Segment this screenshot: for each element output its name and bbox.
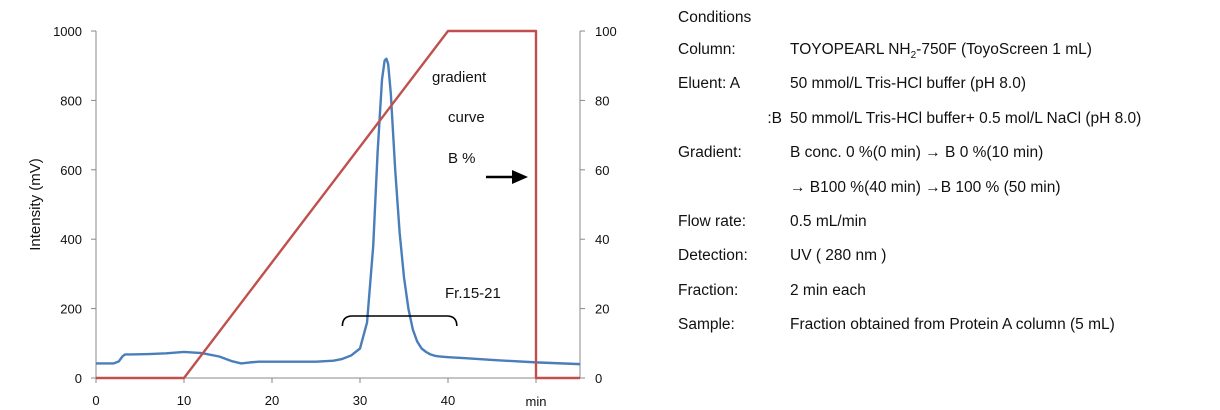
sample-value: Fraction obtained from Protein A column … — [790, 316, 1115, 334]
eluent-b-row: :B 50 mmol/L Tris-HCl buffer+ 0.5 mol/L … — [678, 109, 1218, 143]
x-tick-label: 20 — [265, 393, 279, 408]
x-tick-label: 40 — [441, 393, 455, 408]
y-tick-label: 1000 — [53, 24, 82, 39]
gradient-value-2: → B100 %(40 min) →B 100 % (50 min) — [790, 178, 1061, 196]
y-tick-label: 400 — [60, 232, 82, 247]
detection-value: UV ( 280 nm ) — [790, 247, 887, 265]
column-value-main: TOYOPEARL NH — [790, 41, 911, 58]
fraction-label: Fr.15-21 — [445, 285, 501, 302]
gradient-value-1: B conc. 0 %(0 min) → B 0 %(10 min) — [790, 144, 1044, 162]
sample-row: Sample: Fraction obtained from Protein A… — [678, 315, 1218, 349]
column-label: Column: — [678, 41, 736, 58]
series-layer — [96, 29, 581, 380]
x-tick-label: 30 — [353, 393, 367, 408]
conditions-panel: Conditions Column: TOYOPEARL NH2-750F (T… — [678, 8, 1218, 350]
gradient-label: Gradient: — [678, 144, 742, 162]
column-value: TOYOPEARL NH2-750F (ToyoScreen 1 mL) — [790, 40, 1092, 74]
x-tick-label: 0 — [92, 393, 99, 408]
gradient-spacer — [678, 178, 790, 212]
flow-value: 0.5 mL/min — [790, 212, 867, 230]
sample-label: Sample: — [678, 316, 735, 334]
column-value-rest: -750F (ToyoScreen 1 mL) — [916, 41, 1092, 58]
column-value-subscript: 2 — [910, 50, 917, 62]
arrow-head-icon — [512, 170, 528, 184]
gradient-row: Gradient: B conc. 0 %(0 min) → B 0 %(10 … — [678, 143, 1218, 177]
fraction-row: Fraction: 2 min each — [678, 281, 1218, 315]
gradient-label-line3: B % — [448, 150, 476, 167]
flow-row: Flow rate: 0.5 mL/min — [678, 212, 1218, 246]
y-tick-label: 600 — [60, 163, 82, 178]
gradient-curve-line — [96, 29, 580, 380]
eluent-a-row: Eluent: A 50 mmol/L Tris-HCl buffer (pH … — [678, 74, 1218, 108]
y2-tick-label: 0 — [595, 371, 602, 386]
x-unit-label: min — [526, 394, 547, 409]
eluent-a-value: 50 mmol/L Tris-HCl buffer (pH 8.0) — [790, 75, 1027, 93]
detection-label: Detection: — [678, 247, 748, 265]
fraction-label: Fraction: — [678, 281, 739, 299]
column-row: Column: TOYOPEARL NH2-750F (ToyoScreen 1… — [678, 40, 1218, 74]
gradient-row-2: → B100 %(40 min) →B 100 % (50 min) — [678, 178, 1218, 212]
eluent-b-label: :B — [767, 109, 782, 127]
y2-tick-label: 100 — [595, 24, 617, 39]
y2-tick-label: 80 — [595, 93, 609, 108]
fraction-bracket — [341, 315, 458, 327]
y2-tick-label: 40 — [595, 232, 609, 247]
y-axis-title: Intensity (mV) — [27, 158, 44, 251]
x-tick-label: 10 — [177, 393, 191, 408]
fraction-value: 2 min each — [790, 281, 866, 299]
y-tick-label: 200 — [60, 302, 82, 317]
y-tick-label: 800 — [60, 93, 82, 108]
intensity-trace-line — [96, 57, 581, 366]
y2-tick-label: 60 — [595, 163, 609, 178]
annotation-layer: gradient curve B % Fr.15-21 — [341, 69, 528, 327]
conditions-title: Conditions — [678, 9, 752, 26]
detection-row: Detection: UV ( 280 nm ) — [678, 246, 1218, 280]
eluent-a-label: Eluent: A — [678, 75, 741, 93]
gradient-label-line2: curve — [448, 109, 485, 126]
flow-label: Flow rate: — [678, 212, 747, 230]
y-tick-label: 0 — [75, 371, 82, 386]
gradient-label-line1: gradient — [432, 69, 487, 86]
eluent-b-value: 50 mmol/L Tris-HCl buffer+ 0.5 mol/L NaC… — [790, 109, 1142, 127]
y2-tick-label: 20 — [595, 302, 609, 317]
